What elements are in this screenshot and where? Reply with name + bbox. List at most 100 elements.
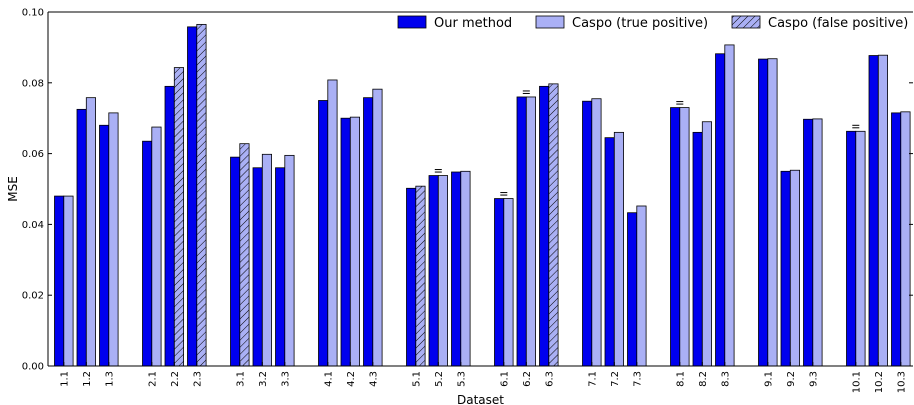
x-tick-label: 7.2 xyxy=(610,371,621,387)
x-tick-label: 4.1 xyxy=(323,371,334,387)
bar-caspo-false-positive xyxy=(239,143,250,367)
bar-our-method xyxy=(54,195,65,367)
bar-our-method xyxy=(868,55,879,367)
bar-our-method xyxy=(494,198,505,367)
bar-our-method xyxy=(76,108,87,367)
bar-our-method xyxy=(340,117,351,367)
bar-caspo-true-positive xyxy=(855,130,866,367)
bar-our-method xyxy=(846,130,857,367)
legend-swatch xyxy=(731,15,761,29)
bar-our-method xyxy=(539,85,550,367)
bar-our-method xyxy=(627,212,638,367)
bar-caspo-true-positive xyxy=(85,97,97,367)
bar-caspo-true-positive xyxy=(877,54,888,367)
y-axis-title: MSE xyxy=(6,176,20,202)
x-tick-label: 3.2 xyxy=(258,371,269,387)
axes-layer: 0.00 0.02 0.04 0.06 0.08 0.10 1.1 1.2 1.3 2.1 2.2 2… xyxy=(22,8,913,393)
x-tick-label: 6.3 xyxy=(544,371,555,387)
bar-caspo-true-positive xyxy=(437,175,448,367)
x-tick-label: 9.2 xyxy=(786,371,797,387)
x-tick-label: 7.3 xyxy=(632,371,643,387)
bar-caspo-false-positive xyxy=(196,23,207,367)
bar-our-method xyxy=(604,137,615,367)
bar-caspo-true-positive xyxy=(724,44,735,367)
bar-our-method xyxy=(99,124,110,367)
bar-our-method xyxy=(252,167,263,367)
x-tick-label: 3.1 xyxy=(235,371,246,387)
bar-caspo-true-positive xyxy=(636,205,647,367)
bar-caspo-false-positive xyxy=(548,83,559,367)
bar-our-method xyxy=(715,53,726,367)
x-tick-label: 5.2 xyxy=(434,371,445,387)
bars-layer xyxy=(54,23,911,367)
bar-our-method xyxy=(803,118,814,367)
y-tick-label: 0.06 xyxy=(22,149,44,160)
legend: Our method Caspo (true positive) Caspo (fa… xyxy=(397,15,908,31)
bar-caspo-true-positive xyxy=(701,121,712,367)
bar-caspo-true-positive xyxy=(900,111,911,367)
bar-caspo-true-positive xyxy=(525,96,536,367)
x-tick-label: 1.1 xyxy=(59,371,70,387)
x-tick-label: 10.1 xyxy=(851,371,862,393)
bar-our-method xyxy=(428,175,439,367)
legend-label: Caspo (true positive) xyxy=(572,16,708,31)
x-tick-label: 2.3 xyxy=(192,371,203,387)
bar-caspo-true-positive xyxy=(349,116,360,367)
x-tick-label: 7.1 xyxy=(587,371,598,387)
bar-our-method xyxy=(670,107,681,367)
x-tick-label: 1.3 xyxy=(104,371,115,387)
bar-caspo-true-positive xyxy=(327,79,338,367)
bar-our-method xyxy=(230,156,241,367)
x-tick-label: 6.1 xyxy=(499,371,510,387)
x-tick-label: 9.1 xyxy=(763,371,774,387)
bar-our-method xyxy=(692,131,703,367)
bar-our-method xyxy=(451,171,462,367)
x-tick-label: 5.1 xyxy=(411,371,422,387)
bar-our-method xyxy=(516,96,527,367)
x-tick-label: 4.3 xyxy=(368,371,379,387)
x-tick-label: 9.3 xyxy=(808,371,819,387)
bar-our-method xyxy=(891,112,902,367)
bar-our-method xyxy=(318,100,329,367)
x-tick-label: 8.2 xyxy=(698,371,709,387)
bar-our-method xyxy=(406,187,417,367)
x-tick-label: 4.2 xyxy=(346,371,357,387)
bar-caspo-true-positive xyxy=(460,170,471,367)
x-tick-label: 3.3 xyxy=(280,371,291,387)
bar-caspo-true-positive xyxy=(372,88,383,367)
bar-caspo-true-positive xyxy=(591,98,602,367)
y-tick-label: 0.10 xyxy=(22,8,44,19)
bar-caspo-true-positive xyxy=(503,198,514,367)
legend-swatch xyxy=(535,15,565,29)
y-tick-label: 0.04 xyxy=(22,220,44,231)
x-tick-label: 10.3 xyxy=(896,371,907,393)
bar-our-method xyxy=(363,97,374,367)
y-tick-label: 0.08 xyxy=(22,78,44,89)
legend-swatch xyxy=(397,15,427,29)
x-tick-label: 2.1 xyxy=(147,371,158,387)
x-tick-label: 2.2 xyxy=(170,371,181,387)
x-tick-label: 8.1 xyxy=(675,371,686,387)
bar-our-method xyxy=(187,26,198,367)
bar-caspo-false-positive xyxy=(173,67,185,367)
x-tick-label: 1.2 xyxy=(82,371,93,387)
bar-caspo-true-positive xyxy=(284,154,295,367)
bar-caspo-true-positive xyxy=(812,118,823,367)
bar-our-method xyxy=(758,58,769,367)
x-tick-label: 5.3 xyxy=(456,371,467,387)
bar-caspo-false-positive xyxy=(415,185,426,367)
legend-label: Our method xyxy=(434,16,512,31)
bar-caspo-true-positive xyxy=(789,169,800,367)
bar-our-method xyxy=(164,85,175,367)
x-axis-title: Dataset xyxy=(457,393,504,405)
bar-our-method xyxy=(142,140,153,367)
x-tick-label: 10.2 xyxy=(874,371,885,393)
y-tick-label: 0.02 xyxy=(22,291,44,302)
x-tick-label: 6.2 xyxy=(522,371,533,387)
bar-caspo-true-positive xyxy=(151,126,162,367)
bar-our-method xyxy=(582,100,593,367)
bar-caspo-true-positive xyxy=(679,107,690,367)
bar-our-method xyxy=(275,167,286,367)
bar-caspo-true-positive xyxy=(767,58,778,367)
